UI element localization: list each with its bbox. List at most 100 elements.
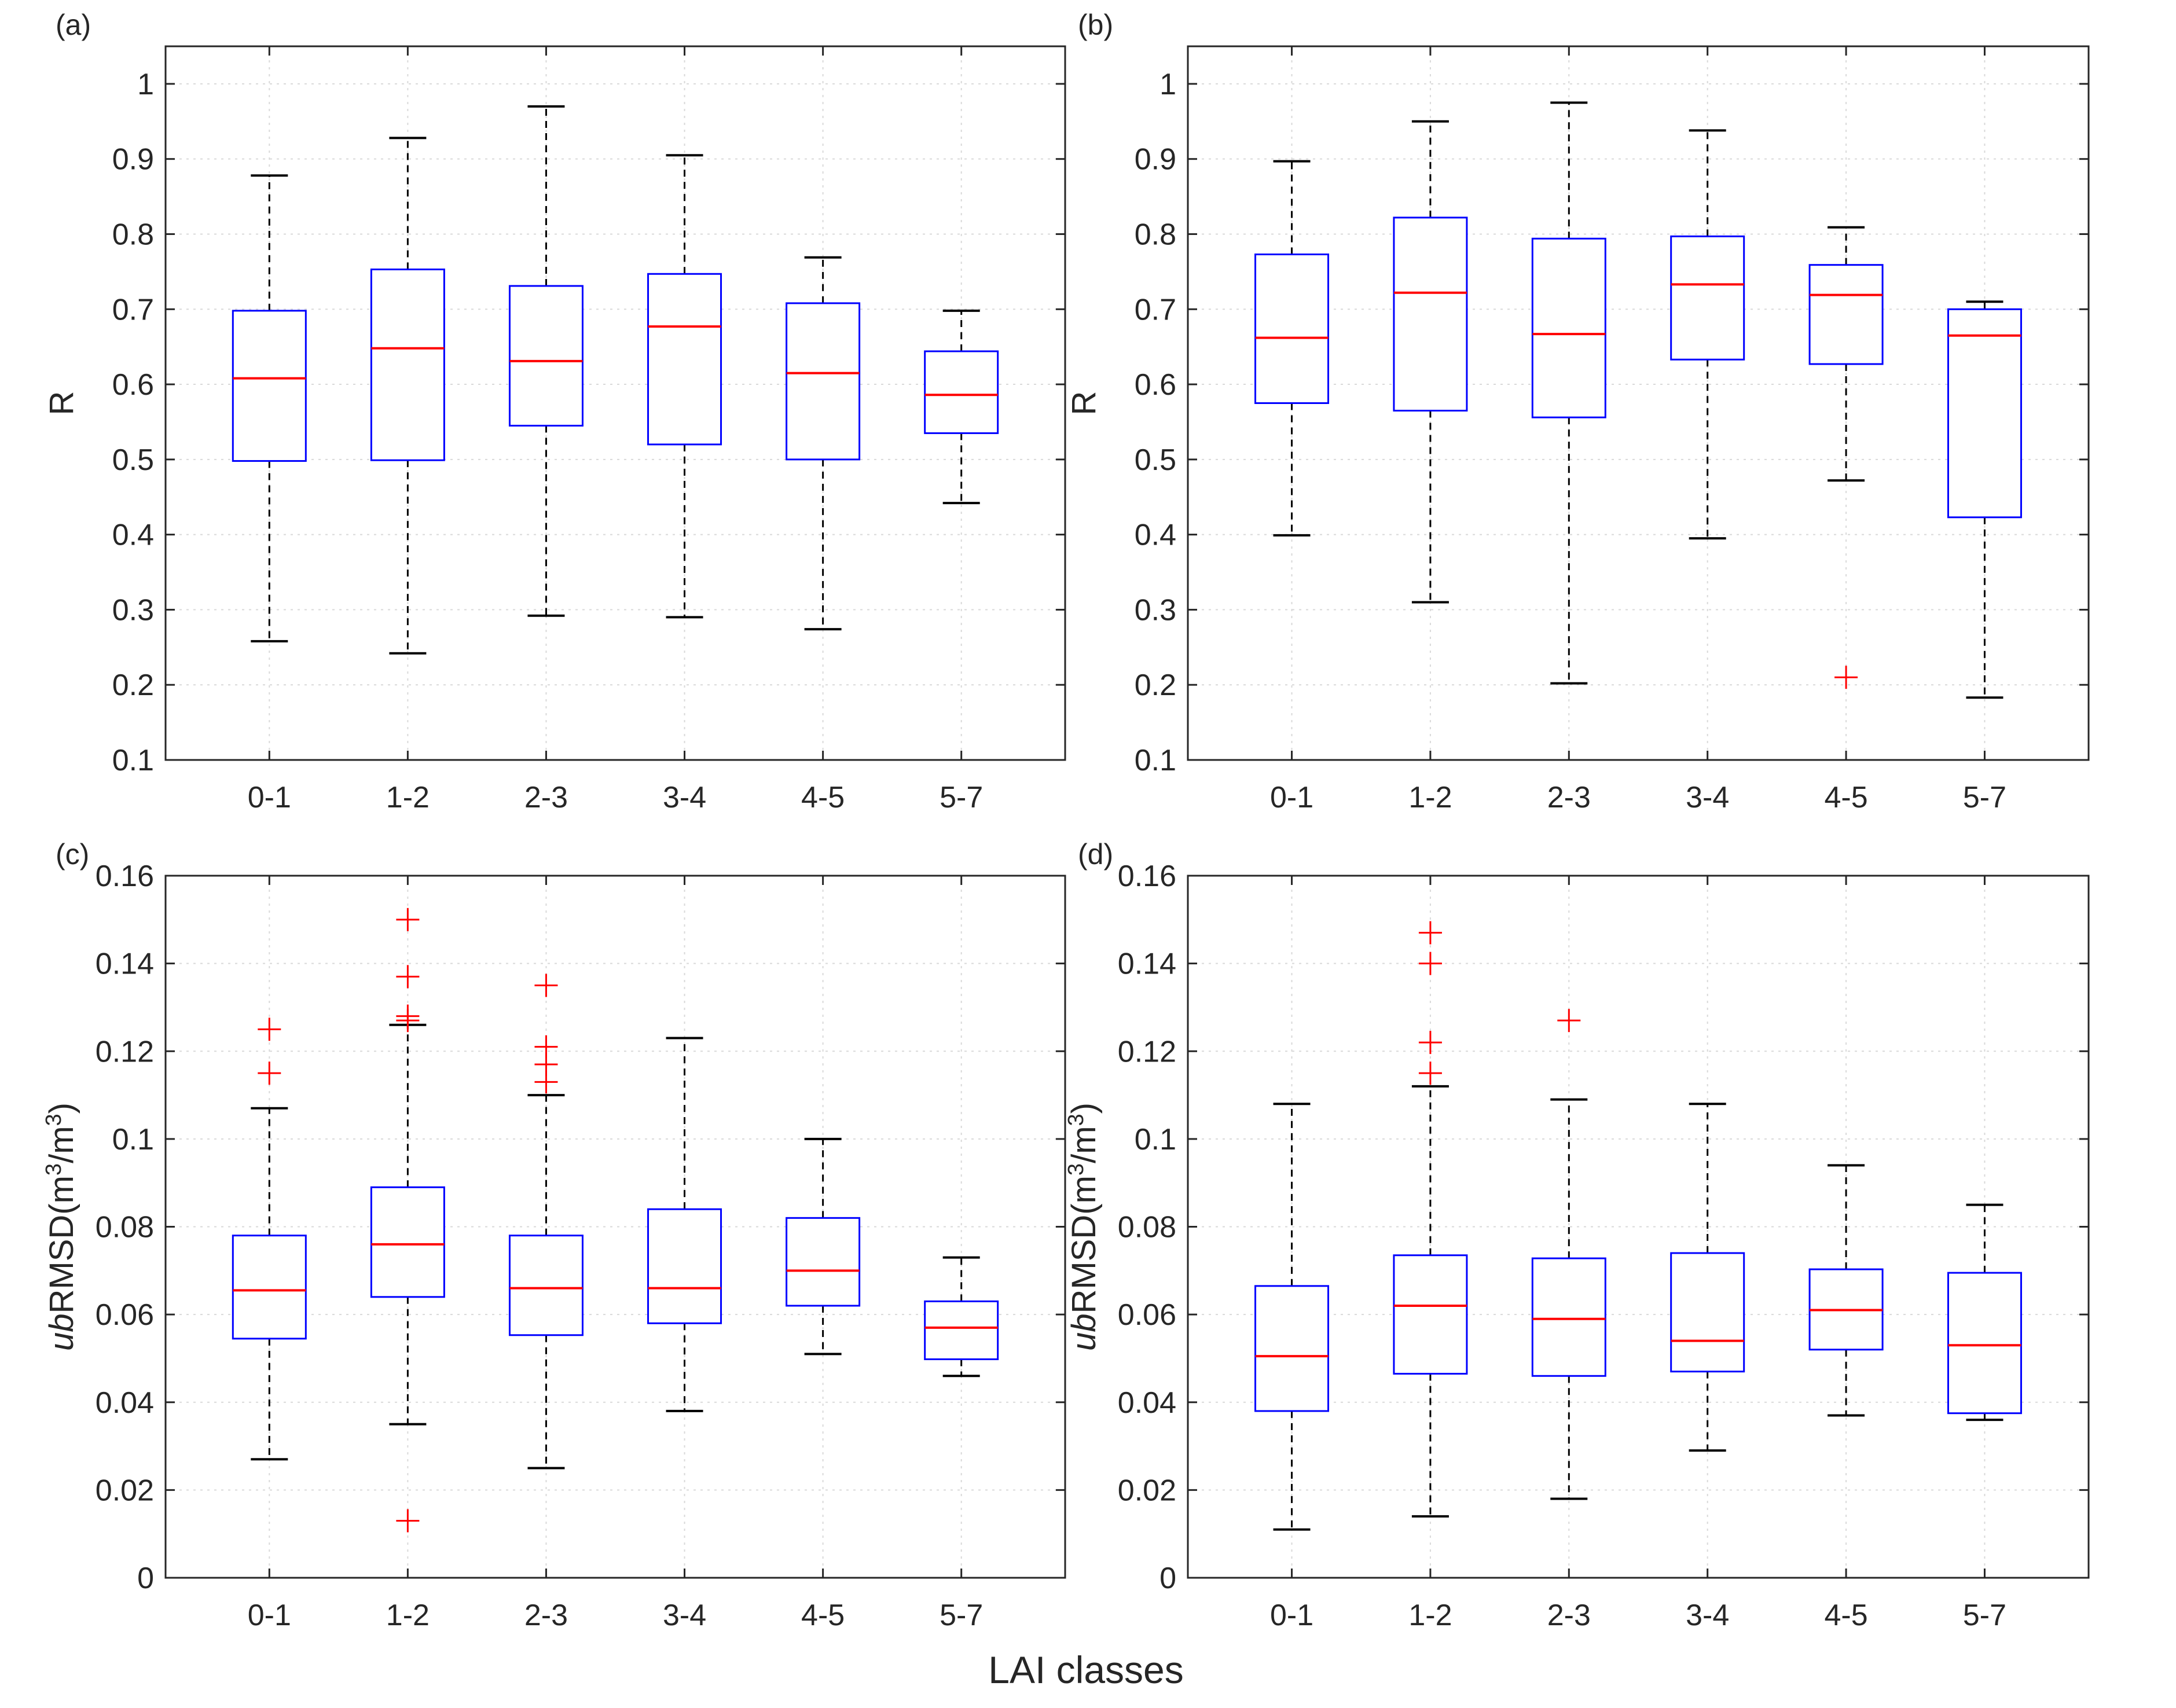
y-tick-label: 0.06	[96, 1298, 154, 1332]
iqr-box	[1531, 237, 1606, 418]
outlier-marker	[1418, 1061, 1442, 1085]
box-0-1	[232, 1018, 307, 1461]
iqr-box	[647, 1208, 722, 1324]
y-tick-label: 0.1	[1135, 1123, 1176, 1156]
y-axis-label: R	[1065, 391, 1103, 416]
box-1-2	[370, 137, 445, 655]
axes-frame	[164, 45, 1066, 761]
box-1-2	[1393, 120, 1468, 604]
iqr-box	[370, 268, 445, 461]
y-tick-label: 0.9	[1135, 143, 1176, 177]
box-5-7	[1947, 1203, 2022, 1422]
y-tick-label: 0.3	[112, 593, 154, 627]
panel-label: (c)	[56, 838, 89, 870]
y-tick-label: 0.1	[1135, 744, 1176, 777]
outlier-marker	[534, 974, 558, 997]
box-2-3	[508, 105, 584, 617]
x-tick-label: 1-2	[386, 1599, 430, 1632]
outlier-marker	[534, 1035, 558, 1059]
box-1-2	[370, 908, 445, 1533]
x-axis-label: LAI classes	[988, 1648, 1183, 1691]
x-tick-label: 3-4	[1686, 781, 1729, 814]
iqr-box	[1254, 1285, 1330, 1412]
outlier-marker	[1418, 952, 1442, 975]
box-3-4	[647, 1037, 722, 1412]
panel-label: (b)	[1078, 9, 1113, 41]
box-3-4	[647, 154, 722, 619]
y-axis-label: R	[43, 391, 80, 416]
box-3-4	[1670, 129, 1745, 540]
box-2-3	[1531, 101, 1606, 685]
y-tick-label: 0.02	[1118, 1474, 1176, 1507]
outlier-marker	[1418, 1031, 1442, 1055]
box-0-1	[232, 174, 307, 642]
outlier-marker	[258, 1061, 281, 1085]
iqr-box	[1670, 235, 1745, 361]
box-4-5	[1808, 1164, 1884, 1417]
outlier-marker	[396, 1004, 420, 1028]
iqr-box	[1393, 216, 1468, 412]
axes-frame	[1187, 45, 2090, 761]
box-4-5	[786, 256, 861, 631]
y-tick-label: 0.2	[1135, 668, 1176, 702]
y-tick-label: 0.14	[1118, 947, 1176, 981]
box-0-1	[1254, 160, 1330, 537]
x-tick-label: 0-1	[1270, 781, 1313, 814]
x-tick-label: 4-5	[1824, 781, 1867, 814]
x-tick-label: 1-2	[386, 781, 430, 814]
x-tick-label: 4-5	[801, 781, 845, 814]
x-tick-label: 4-5	[1824, 1599, 1867, 1632]
iqr-box	[1947, 308, 2022, 519]
outlier-marker	[396, 1509, 420, 1533]
y-tick-label: 0.4	[1135, 519, 1176, 552]
iqr-box	[1393, 1254, 1468, 1375]
x-tick-label: 3-4	[663, 781, 706, 814]
panel-b: 0.1 0.2 0.3 0.4 0.5 0.6 0.7 0.8 0.9 1 0-1 1-2 2-3 3-4…	[1065, 9, 2090, 814]
y-tick-label: 0.06	[1118, 1298, 1176, 1332]
y-tick-label: 0.5	[112, 443, 154, 477]
x-tick-label: 2-3	[524, 1599, 568, 1632]
box-2-3	[508, 974, 584, 1470]
x-tick-label: 0-1	[248, 1599, 291, 1632]
y-tick-label: 0.6	[112, 368, 154, 402]
y-tick-label: 0.4	[112, 519, 154, 552]
y-axis-label: ubRMSD(m3/m3)	[42, 1103, 80, 1351]
x-tick-label: 1-2	[1408, 781, 1452, 814]
y-tick-label: 0.2	[112, 668, 154, 702]
y-tick-label: 0.12	[1118, 1035, 1176, 1068]
outlier-marker	[1557, 1009, 1581, 1033]
y-tick-label: 0.7	[1135, 293, 1176, 326]
box-4-5	[1808, 226, 1884, 689]
y-tick-label: 0.9	[112, 143, 154, 177]
box-5-7	[924, 309, 999, 505]
y-tick-label: 0.04	[1118, 1386, 1176, 1420]
panel-a: 0.1 0.2 0.3 0.4 0.5 0.6 0.7 0.8 0.9 1 0-1 1-2 2-3 3-4…	[43, 9, 1066, 814]
box-3-4	[1670, 1103, 1745, 1452]
iqr-box	[786, 1217, 861, 1307]
y-tick-label: 0	[137, 1562, 154, 1595]
iqr-box	[786, 302, 861, 461]
y-tick-label: 0.8	[1135, 218, 1176, 251]
iqr-box	[232, 1235, 307, 1340]
y-tick-label: 0.16	[1118, 859, 1176, 893]
x-tick-label: 0-1	[1270, 1599, 1313, 1632]
y-tick-label: 0.02	[96, 1474, 154, 1507]
y-axis-label: ubRMSD(m3/m3)	[1064, 1103, 1103, 1351]
y-tick-label: 0.5	[1135, 443, 1176, 477]
outlier-marker	[396, 965, 420, 989]
x-tick-label: 5-7	[940, 781, 983, 814]
outlier-marker	[396, 908, 420, 931]
x-tick-label: 5-7	[1963, 781, 2006, 814]
y-tick-label: 0.8	[112, 218, 154, 251]
x-tick-label: 0-1	[248, 781, 291, 814]
x-tick-label: 2-3	[1547, 1599, 1591, 1632]
x-tick-label: 3-4	[663, 1599, 706, 1632]
y-tick-label: 0.14	[96, 947, 154, 981]
iqr-box	[370, 1186, 445, 1298]
iqr-box	[232, 310, 307, 462]
box-2-3	[1531, 1009, 1606, 1500]
panel-c: 0 0.02 0.04 0.06 0.08 0.1 0.12 0.14 0.16 0-1 1-2 2-…	[42, 838, 1066, 1632]
y-tick-label: 0.1	[112, 1123, 154, 1156]
box-5-7	[1947, 300, 2022, 699]
